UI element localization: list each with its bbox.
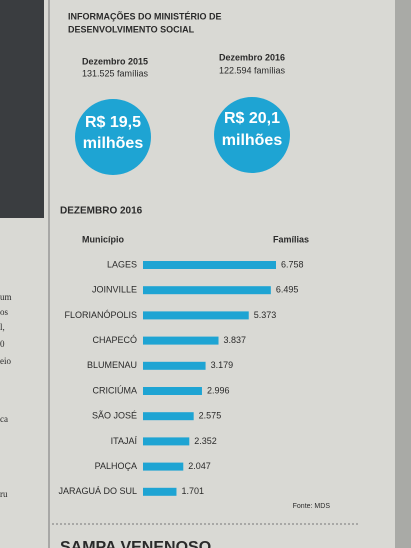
- period: Dezembro 2016: [219, 52, 285, 62]
- category-label: JARAGUÁ DO SUL: [58, 486, 137, 496]
- value-label: 2.996: [207, 385, 230, 395]
- value-label: 6.758: [281, 259, 304, 269]
- category-label: LAGES: [107, 259, 137, 269]
- category-label: CRICIÚMA: [93, 385, 138, 395]
- families: 131.525 famílias: [82, 68, 149, 78]
- amount: R$ 20,1: [224, 110, 280, 127]
- category-label: FLORIANÓPOLIS: [64, 310, 137, 320]
- margin-text: os: [0, 307, 9, 317]
- category-label: ITAJAÍ: [111, 436, 138, 446]
- header-title: INFORMAÇÕES DO MINISTÉRIO DE: [68, 11, 222, 21]
- bar: [143, 286, 271, 295]
- value-label: 3.179: [211, 360, 234, 370]
- category-label: PALHOÇA: [95, 461, 137, 471]
- amount-circle: [75, 99, 151, 175]
- page-edge: [395, 0, 411, 548]
- bar: [143, 487, 177, 496]
- value-header: Famílias: [273, 234, 309, 244]
- value-label: 6.495: [276, 285, 299, 295]
- category-label: BLUMENAU: [87, 360, 137, 370]
- category-label: JOINVILLE: [92, 285, 137, 295]
- bar: [143, 437, 190, 446]
- bar: [143, 311, 249, 320]
- margin-text: ru: [0, 489, 8, 499]
- category-label: SÃO JOSÉ: [92, 411, 137, 421]
- value-label: 5.373: [254, 310, 277, 320]
- category-label: CHAPECÓ: [92, 335, 137, 345]
- bar: [143, 336, 219, 345]
- photo-strip: [0, 0, 44, 218]
- amount-unit: milhões: [83, 135, 144, 152]
- header-title: DESENVOLVIMENTO SOCIAL: [68, 24, 195, 34]
- margin-text: ca: [0, 414, 8, 424]
- period: Dezembro 2015: [82, 56, 148, 66]
- margin-text: l,: [0, 322, 5, 332]
- value-label: 3.837: [224, 335, 247, 345]
- next-headline: SAMPA VENENOSO: [60, 539, 211, 548]
- value-label: 2.047: [188, 461, 211, 471]
- source: Fonte: MDS: [293, 503, 331, 510]
- value-label: 2.575: [199, 411, 222, 421]
- bar: [143, 412, 194, 421]
- category-header: Município: [82, 234, 124, 244]
- bar: [143, 462, 184, 471]
- bar: [143, 361, 206, 370]
- value-label: 1.701: [181, 486, 204, 496]
- margin-text: um: [0, 292, 12, 302]
- margin-text: 0: [0, 339, 5, 349]
- families: 122.594 famílias: [219, 65, 286, 75]
- bar: [143, 387, 202, 395]
- value-label: 2.352: [194, 436, 217, 446]
- bar: [143, 261, 276, 269]
- chart-title: DEZEMBRO 2016: [60, 206, 143, 217]
- margin-text: eio: [0, 356, 11, 366]
- amount: R$ 19,5: [85, 114, 141, 131]
- amount-circle: [214, 97, 290, 173]
- amount-unit: milhões: [222, 132, 283, 149]
